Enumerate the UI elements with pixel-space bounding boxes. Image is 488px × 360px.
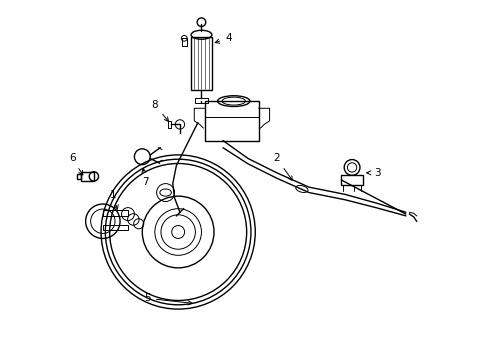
Text: 3: 3 [366,168,380,178]
Text: 6: 6 [69,153,82,175]
Text: 5: 5 [144,293,192,305]
Text: 2: 2 [273,153,292,180]
Text: 4: 4 [215,33,231,43]
Text: 7: 7 [142,168,149,187]
Text: 1: 1 [110,190,118,209]
Text: 8: 8 [151,100,168,121]
